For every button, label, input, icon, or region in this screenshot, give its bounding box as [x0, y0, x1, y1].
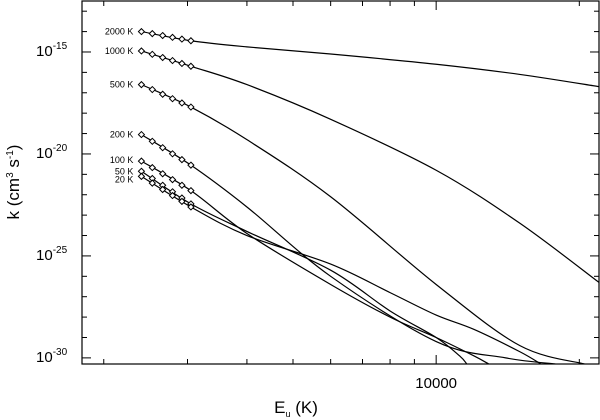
x-axis-title-base: E: [274, 398, 285, 417]
series-labels: 2000 K 1000 K 500 K 200 K 100 K50 K20 K: [105, 27, 134, 185]
series-lines: [141, 31, 599, 364]
y-tick-label-exponent: -30: [53, 347, 68, 358]
series-marker: [168, 33, 177, 42]
y-tick-label-exponent: -20: [53, 143, 68, 154]
series-line: [141, 175, 542, 364]
series-marker: [148, 50, 157, 59]
y-axis-title-sup1: 3: [5, 172, 16, 178]
series-marker: [137, 172, 146, 181]
series-marker: [137, 157, 146, 165]
y-tick-label-base: 10: [36, 349, 53, 366]
y-tick-label-base: 10: [36, 43, 53, 60]
y-tick-label: 10-30: [36, 347, 68, 366]
series-line: [141, 31, 599, 88]
series-line: [141, 160, 490, 364]
y-tick-label: 10-25: [36, 245, 68, 264]
series-marker: [148, 29, 157, 38]
y-tick-label-base: 10: [36, 145, 53, 162]
series-line: [141, 170, 468, 364]
x-axis-title-unit: (K): [290, 398, 317, 417]
series-label: 50 K: [115, 166, 134, 176]
x-axis-tick-labels: 10000: [415, 375, 457, 392]
series-marker: [187, 62, 195, 70]
y-tick-label: 10-15: [36, 41, 68, 60]
series-marker: [158, 185, 167, 194]
series-label: 100 K: [110, 155, 134, 165]
y-tick-label-base: 10: [36, 247, 53, 264]
series-marker: [158, 31, 167, 40]
series-marker: [168, 175, 177, 184]
series-line: [141, 134, 556, 364]
series-marker: [187, 203, 195, 211]
series-marker: [178, 99, 186, 107]
series-label: 500 K: [110, 80, 134, 90]
y-tick-label-exponent: -15: [53, 41, 68, 52]
series-label: 1000 K: [105, 46, 134, 56]
series-marker: [187, 103, 195, 111]
y-axis-title-mid: s: [4, 159, 23, 172]
series-marker: [187, 186, 195, 195]
x-axis-title-subscript: u: [285, 409, 290, 419]
series-marker: [158, 53, 167, 62]
series-line: [141, 84, 585, 364]
series-marker: [168, 191, 177, 200]
axis-ticks: [82, 1, 599, 364]
series-marker: [178, 35, 186, 43]
y-axis-title-suffix: ): [4, 145, 23, 151]
x-tick-label: 10000: [415, 375, 457, 392]
series-marker: [137, 130, 146, 139]
y-axis-title-sup2: -1: [5, 150, 16, 159]
series-label: 2000 K: [105, 27, 134, 37]
y-tick-label-exponent: -25: [53, 245, 68, 256]
series-marker: [168, 94, 177, 103]
series-marker: [178, 59, 186, 68]
series-marker: [137, 80, 146, 89]
series-marker: [137, 27, 146, 36]
series-marker: [178, 197, 186, 206]
series-marker: [178, 155, 186, 164]
series-line: [141, 50, 599, 283]
series-marker: [158, 170, 167, 178]
series-marker: [178, 181, 186, 189]
series-marker: [168, 56, 177, 65]
series-marker: [187, 37, 195, 45]
plot-frame: [81, 0, 600, 365]
y-tick-label: 10-20: [36, 143, 68, 162]
series-marker: [168, 150, 177, 158]
series-marker: [158, 143, 167, 152]
x-axis-title: Eu (K): [274, 398, 318, 419]
series-label: 200 K: [110, 130, 134, 140]
series-marker: [187, 161, 195, 169]
y-axis-title-prefix: k (cm: [4, 178, 23, 220]
series-marker: [148, 85, 157, 94]
series-label: 20 K: [115, 174, 134, 184]
series-markers: [137, 27, 195, 211]
y-axis-title: k (cm3 s-1): [4, 145, 23, 220]
series-marker: [137, 47, 146, 55]
series-marker: [148, 179, 157, 187]
series-marker: [158, 90, 167, 98]
series-marker: [148, 163, 157, 172]
series-marker: [148, 137, 157, 146]
